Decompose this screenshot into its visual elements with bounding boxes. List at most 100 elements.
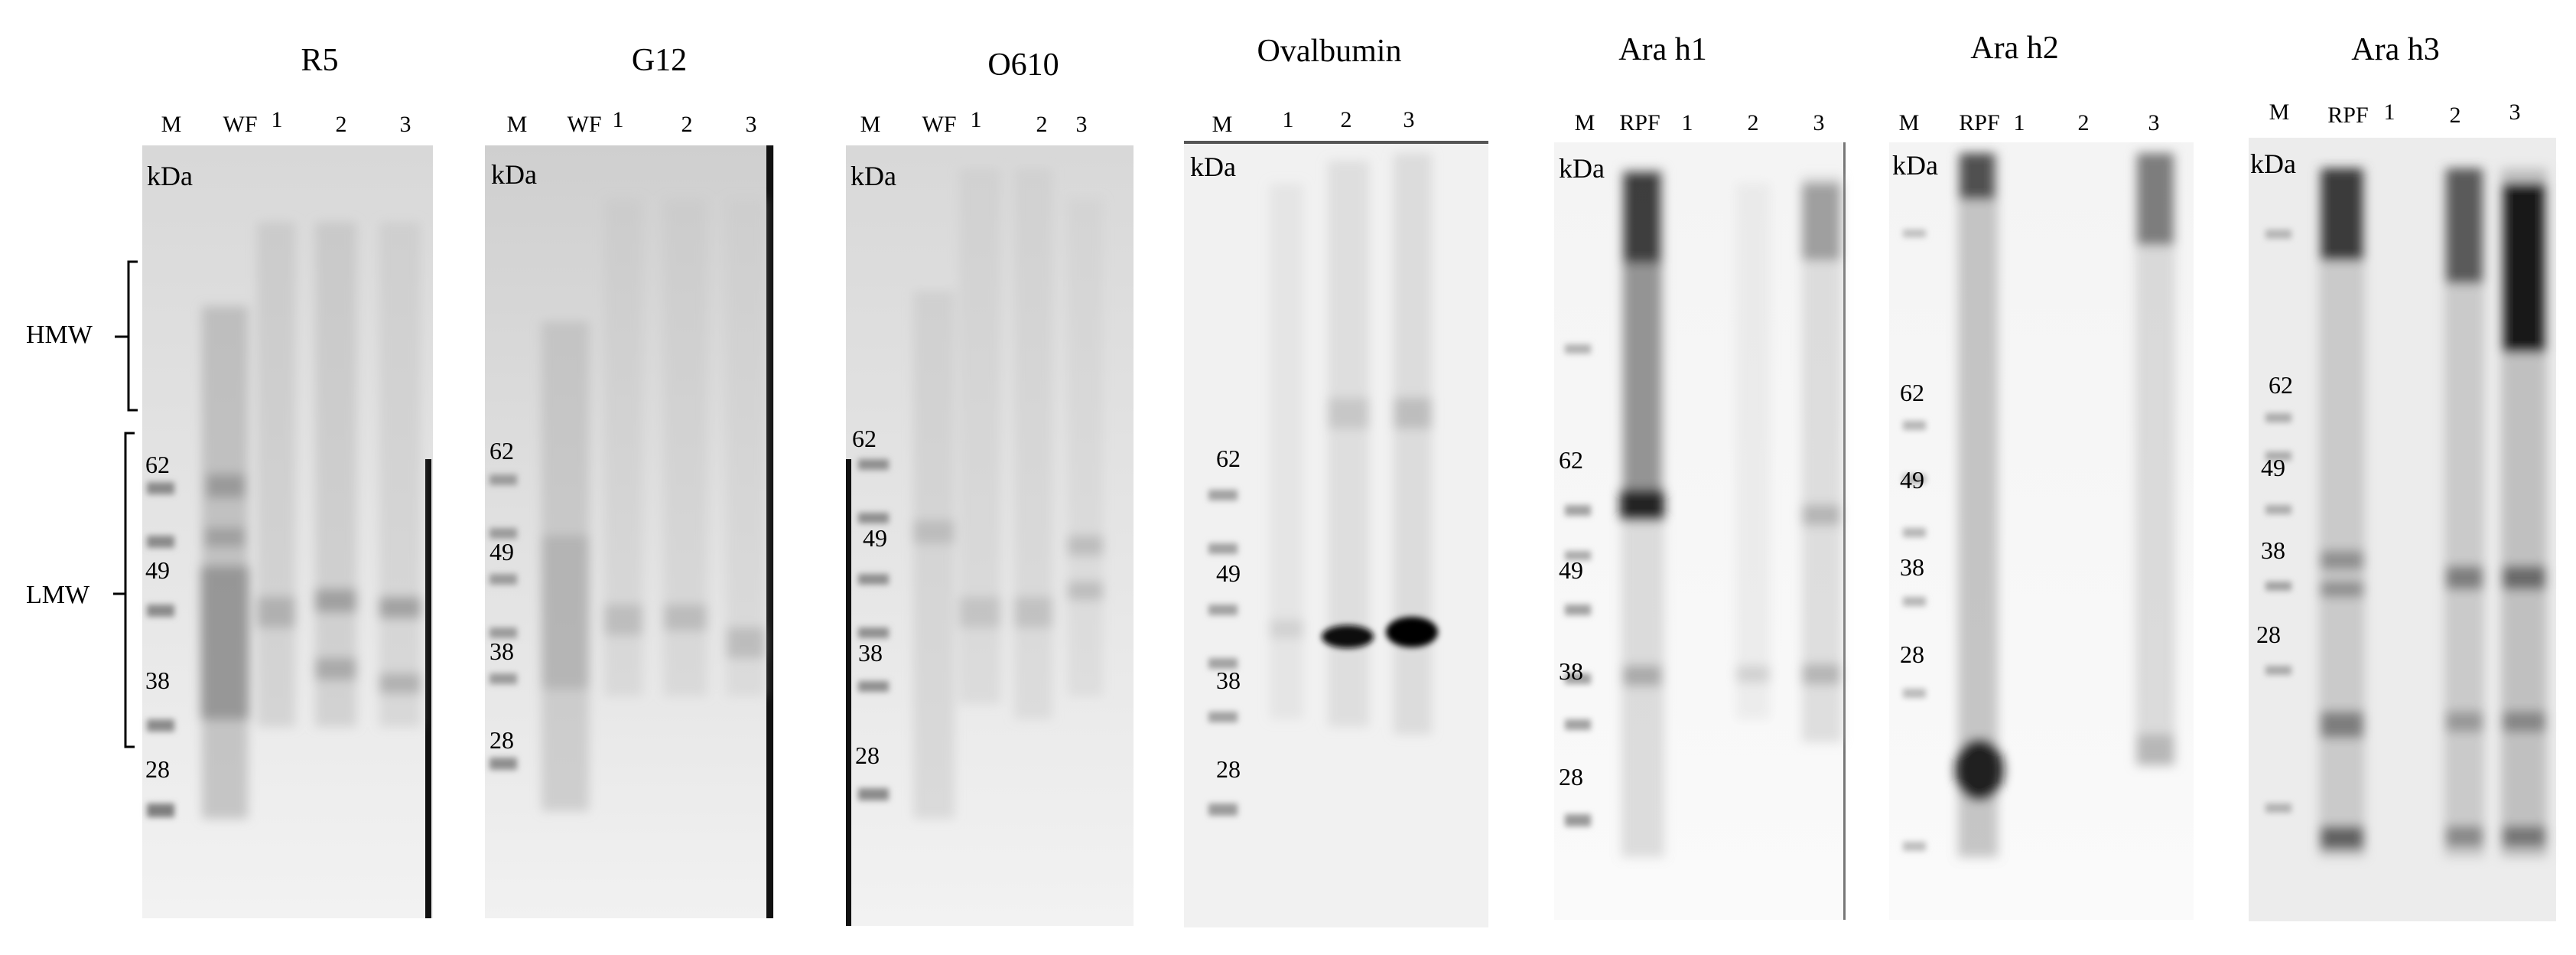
svg-text:1: 1 xyxy=(613,107,624,132)
lane-bands xyxy=(1955,153,2175,857)
blot-title: O610 xyxy=(987,47,1059,83)
svg-text:WF: WF xyxy=(223,112,258,137)
svg-text:2: 2 xyxy=(2078,110,2090,135)
lmw-bracket xyxy=(113,432,135,748)
blot-title: Ovalbumin xyxy=(1257,34,1402,69)
blot-membrane xyxy=(1554,142,1845,920)
lane-labels: M WF 1 2 3 xyxy=(860,107,1088,137)
marker-labels: 62 49 38 28 xyxy=(1900,379,1924,668)
svg-text:38: 38 xyxy=(1216,667,1241,694)
svg-text:kDa: kDa xyxy=(1892,150,1938,181)
svg-text:38: 38 xyxy=(2261,536,2285,564)
svg-text:M: M xyxy=(161,112,182,137)
svg-text:2: 2 xyxy=(2450,103,2461,128)
strong-bands xyxy=(1208,490,1438,816)
svg-text:1: 1 xyxy=(971,107,982,132)
marker-ladder xyxy=(490,474,517,770)
blot-edge xyxy=(846,459,851,926)
svg-text:62: 62 xyxy=(1559,446,1583,474)
svg-text:1: 1 xyxy=(2384,99,2395,125)
blot-title: R5 xyxy=(301,43,338,78)
lane-bands xyxy=(542,199,765,811)
lane-bands xyxy=(1270,153,1432,735)
blot-edge xyxy=(766,145,773,918)
svg-text:49: 49 xyxy=(2261,454,2285,481)
svg-text:49: 49 xyxy=(863,524,887,552)
svg-text:62: 62 xyxy=(1900,379,1924,406)
svg-text:62: 62 xyxy=(1216,445,1241,472)
svg-text:1: 1 xyxy=(1283,107,1294,132)
marker-labels: 62 49 38 28 xyxy=(490,437,514,754)
marker-ladder xyxy=(858,459,889,800)
svg-text:62: 62 xyxy=(2269,371,2293,399)
svg-text:M: M xyxy=(2269,99,2290,125)
blot-title: Ara h1 xyxy=(1618,32,1706,67)
svg-text:1: 1 xyxy=(2014,110,2025,135)
svg-text:RPF: RPF xyxy=(1619,110,1660,135)
svg-text:WF: WF xyxy=(922,112,957,137)
marker-ladder xyxy=(1903,230,1926,851)
marker-labels: 62 49 38 28 xyxy=(852,425,887,769)
svg-text:3: 3 xyxy=(746,112,757,137)
lane-labels: M 1 2 3 xyxy=(1212,107,1415,137)
blot-ara-h1: Ara h1 M RPF 1 2 3 xyxy=(1554,32,1846,920)
svg-text:38: 38 xyxy=(1559,657,1583,685)
lane-bands xyxy=(1620,168,1842,857)
lane-labels: M WF 1 2 3 xyxy=(161,107,411,137)
svg-text:RPF: RPF xyxy=(2327,103,2368,128)
blot-edge xyxy=(1843,142,1846,920)
blot-g12: G12 M WF 1 2 3 kDa xyxy=(485,43,774,918)
svg-text:28: 28 xyxy=(490,726,514,754)
marker-ladder xyxy=(2265,230,2291,813)
marker-labels: 62 49 38 28 xyxy=(1216,445,1241,783)
marker-ladder xyxy=(147,482,174,817)
blot-edge xyxy=(425,459,431,918)
blot-title: Ara h2 xyxy=(1970,31,2058,66)
svg-text:62: 62 xyxy=(490,437,514,464)
svg-text:2: 2 xyxy=(1341,107,1352,132)
svg-text:RPF: RPF xyxy=(1959,110,1999,135)
marker-ladder xyxy=(1565,344,1591,826)
svg-text:M: M xyxy=(507,112,528,137)
svg-text:3: 3 xyxy=(400,112,411,137)
svg-text:HMW: HMW xyxy=(26,321,93,349)
blot-title: Ara h3 xyxy=(2351,32,2439,67)
svg-text:WF: WF xyxy=(568,112,602,137)
blot-title: G12 xyxy=(632,43,687,78)
svg-text:kDa: kDa xyxy=(1559,153,1605,184)
svg-text:3: 3 xyxy=(1813,110,1825,135)
svg-text:LMW: LMW xyxy=(26,581,90,609)
blot-o610: O610 M WF 1 2 3 kDa xyxy=(846,47,1134,926)
svg-text:62: 62 xyxy=(852,425,877,452)
svg-text:3: 3 xyxy=(2509,99,2521,125)
region-label-lmw: LMW xyxy=(26,432,135,748)
lane-bands xyxy=(913,168,1103,819)
marker-labels: 62 49 38 28 xyxy=(145,451,170,783)
svg-text:38: 38 xyxy=(490,637,514,665)
svg-text:kDa: kDa xyxy=(147,161,193,191)
svg-text:M: M xyxy=(1899,110,1920,135)
lane-labels: M RPF 1 2 3 xyxy=(1899,110,2160,135)
lane-labels: M RPF 1 2 3 xyxy=(2269,99,2521,128)
svg-text:62: 62 xyxy=(145,451,170,478)
blot-ara-h3: Ara h3 M RPF 1 2 3 xyxy=(2249,32,2556,921)
svg-text:38: 38 xyxy=(858,639,883,667)
svg-text:3: 3 xyxy=(1076,112,1088,137)
svg-text:M: M xyxy=(1575,110,1595,135)
svg-text:49: 49 xyxy=(1900,466,1924,494)
svg-text:38: 38 xyxy=(1900,553,1924,581)
blot-ara-h2: Ara h2 M RPF 1 2 3 kDa 62 xyxy=(1889,31,2194,920)
svg-text:1: 1 xyxy=(272,107,283,132)
svg-text:2: 2 xyxy=(336,112,347,137)
svg-text:28: 28 xyxy=(1559,763,1583,790)
svg-text:28: 28 xyxy=(855,742,880,769)
svg-text:28: 28 xyxy=(145,755,170,783)
svg-text:28: 28 xyxy=(2256,621,2281,648)
blot-top-edge xyxy=(1184,141,1488,144)
svg-text:38: 38 xyxy=(145,667,170,694)
svg-text:kDa: kDa xyxy=(851,161,896,191)
blot-r5: R5 M WF 1 2 3 xyxy=(142,43,433,918)
svg-text:28: 28 xyxy=(1900,640,1924,668)
lane-bands xyxy=(200,222,421,819)
